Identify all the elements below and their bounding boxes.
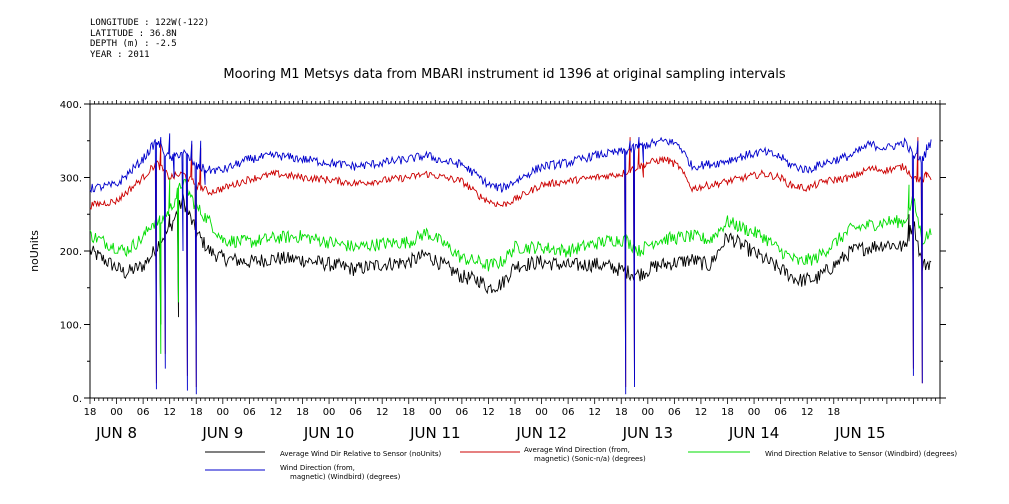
x-day-label: JUN 8 — [95, 424, 137, 442]
plot-frame — [89, 103, 941, 399]
y-tick-label: 300. — [60, 174, 82, 185]
x-hour-label: 12 — [270, 407, 283, 418]
x-hour-label: 00 — [323, 407, 336, 418]
meta-latitude: LATITUDE : 36.8N — [90, 28, 177, 39]
location-metadata: LONGITUDE : 122W(-122) LATITUDE : 36.8N … — [90, 18, 209, 60]
x-hour-label: 18 — [721, 407, 734, 418]
x-hour-label: 00 — [429, 407, 442, 418]
x-hour-label: 18 — [827, 407, 840, 418]
x-hour-label: 00 — [216, 407, 229, 418]
x-hour-label: 12 — [482, 407, 495, 418]
x-hour-label: 06 — [668, 407, 681, 418]
x-hour-label: 00 — [110, 407, 123, 418]
x-hour-label: 06 — [774, 407, 787, 418]
x-hour-label: 12 — [588, 407, 601, 418]
x-day-label: JUN 12 — [515, 424, 566, 442]
x-hour-label: 18 — [296, 407, 309, 418]
series-line — [89, 193, 932, 325]
x-day-label: JUN 11 — [409, 424, 460, 442]
y-tick-label: 200. — [60, 247, 82, 258]
y-axis-label: noUnits — [28, 230, 41, 272]
y-tick-label: 400. — [60, 100, 82, 111]
x-hour-label: 18 — [190, 407, 203, 418]
x-hour-label: 06 — [137, 407, 150, 418]
legend-label: Average Wind Direction (from, — [524, 446, 630, 454]
x-hour-label: 12 — [801, 407, 814, 418]
legend-label: Wind Direction (from, — [280, 464, 355, 472]
x-hour-label: 00 — [535, 407, 548, 418]
x-hour-label: 06 — [456, 407, 469, 418]
x-day-label: JUN 15 — [834, 424, 885, 442]
x-hour-label: 12 — [695, 407, 708, 418]
x-hour-label: 18 — [84, 407, 97, 418]
x-hour-label: 12 — [376, 407, 389, 418]
x-day-label: JUN 9 — [201, 424, 243, 442]
x-hour-label: 12 — [163, 407, 176, 418]
x-hour-label: 06 — [243, 407, 256, 418]
y-tick-label: 100. — [60, 321, 82, 332]
x-hour-label: 00 — [641, 407, 654, 418]
x-hour-label: 18 — [615, 407, 628, 418]
legend-label: Wind Direction Relative to Sensor (Windb… — [765, 450, 957, 458]
series-line — [89, 133, 932, 395]
chart-title: Mooring M1 Metsys data from MBARI instru… — [223, 67, 786, 82]
legend-label: magnetic) (Windbird) (degrees) — [290, 473, 401, 481]
legend-label: Average Wind Dir Relative to Sensor (noU… — [280, 450, 441, 458]
meta-depth: DEPTH (m) : -2.5 — [90, 39, 177, 49]
meta-longitude: LONGITUDE : 122W(-122) — [90, 18, 210, 28]
x-hour-label: 18 — [402, 407, 415, 418]
x-day-label: JUN 10 — [303, 424, 354, 442]
series-line — [89, 177, 932, 354]
series-line — [89, 137, 932, 388]
y-tick-label: 0. — [72, 394, 82, 405]
legend-label: magnetic) (Sonic-n/a) (degrees) — [534, 455, 646, 463]
x-hour-label: 18 — [509, 407, 522, 418]
x-hour-label: 06 — [349, 407, 362, 418]
x-day-label: JUN 14 — [728, 424, 779, 442]
x-hour-label: 06 — [562, 407, 575, 418]
x-hour-label: 00 — [748, 407, 761, 418]
x-day-label: JUN 13 — [622, 424, 673, 442]
meta-year: YEAR : 2011 — [90, 49, 150, 60]
